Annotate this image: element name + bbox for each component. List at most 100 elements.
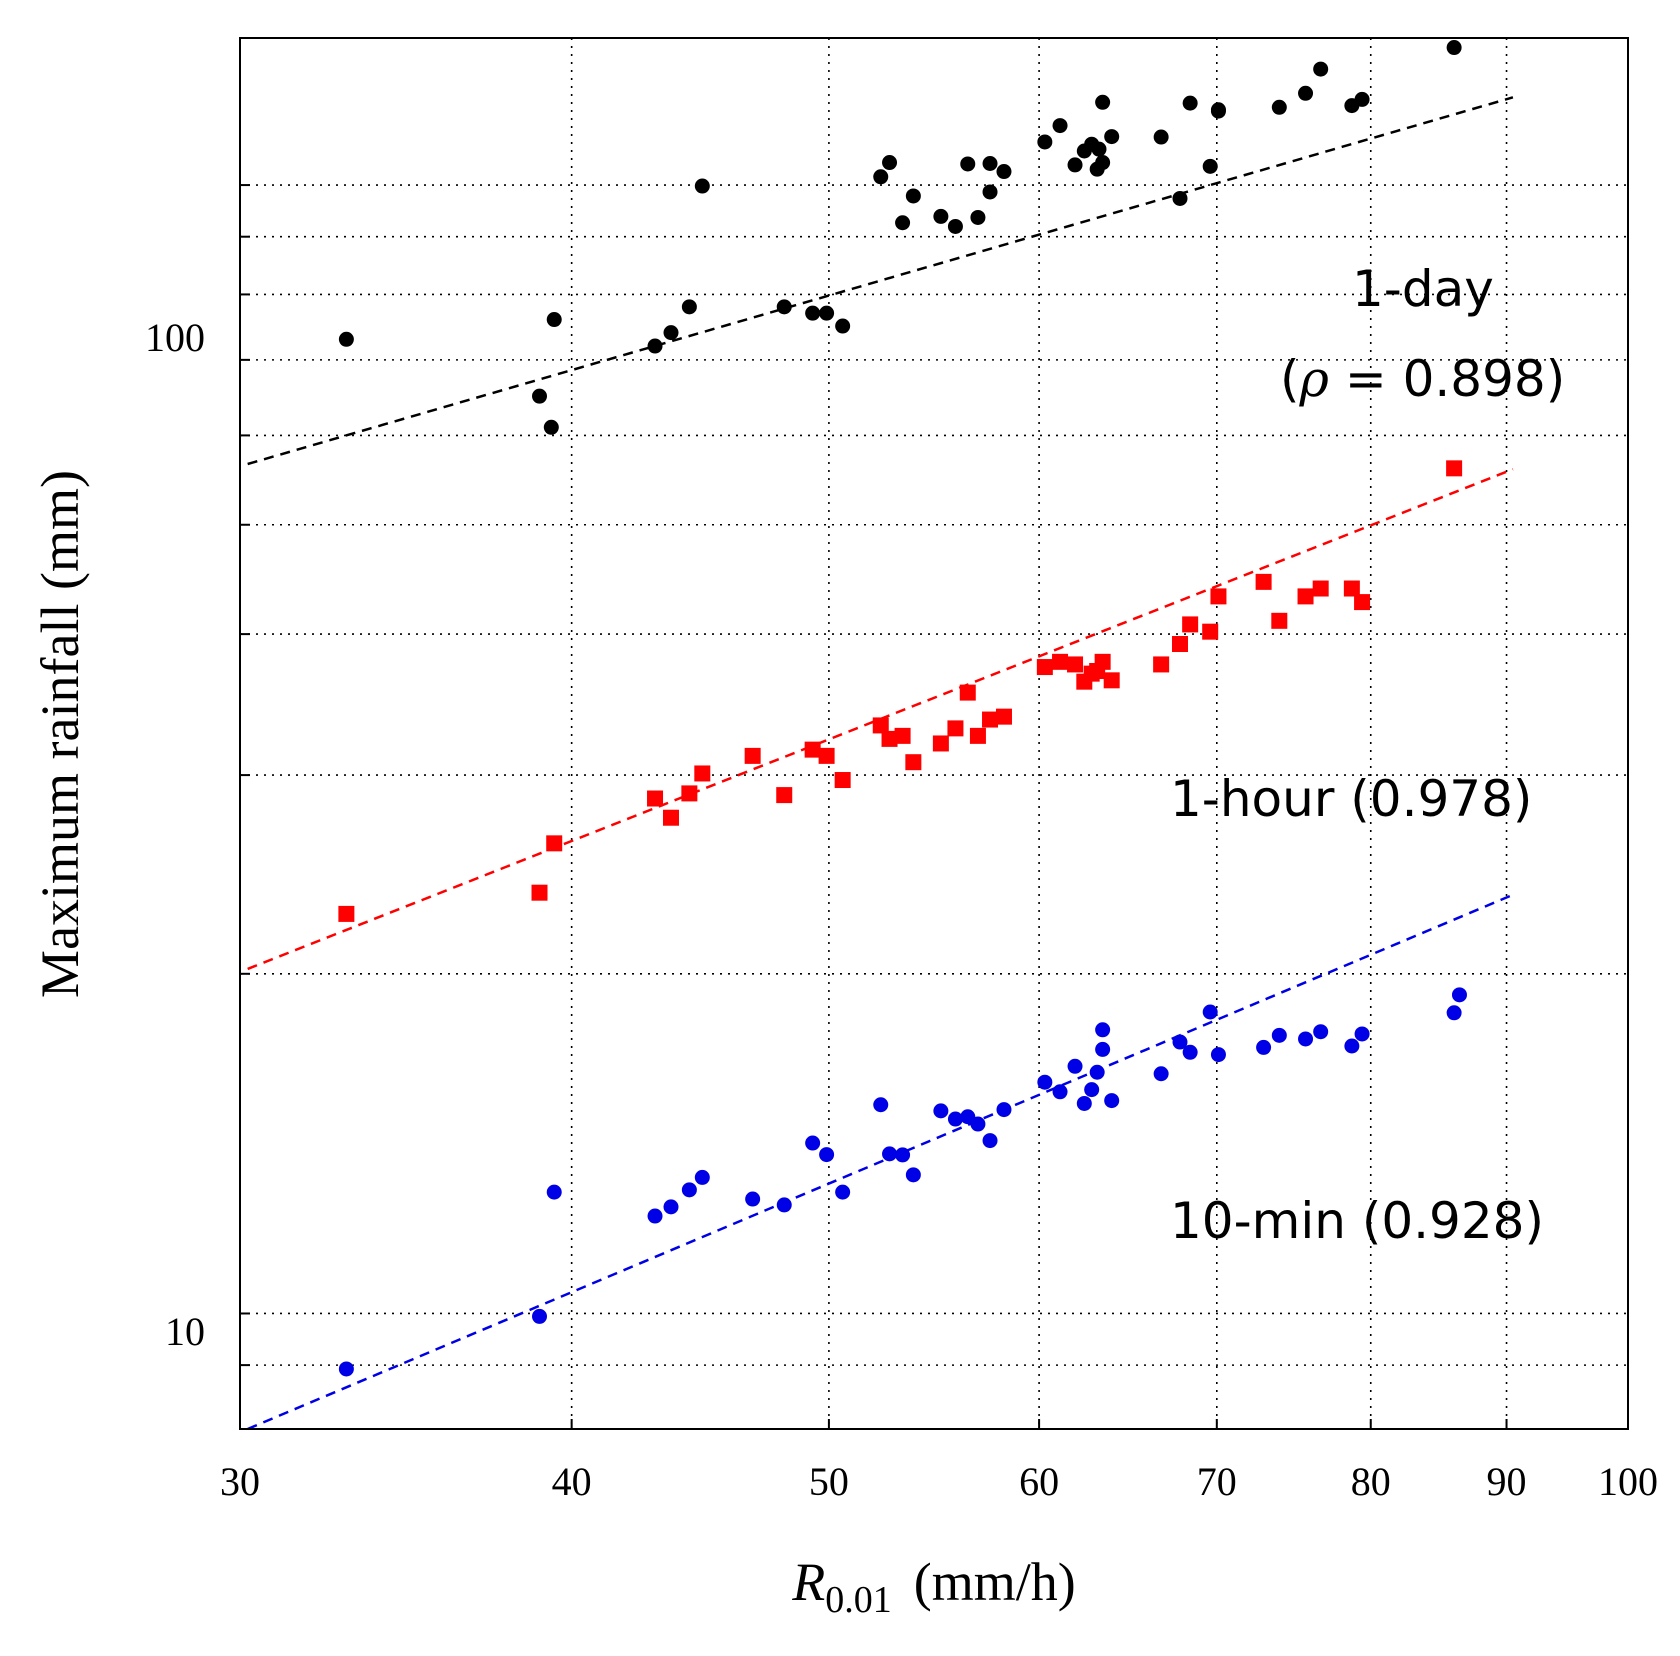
data-point-1-day [681, 299, 697, 315]
data-point-1-day [1067, 157, 1083, 173]
data-point-10-min [1076, 1095, 1092, 1111]
data-point-1-hour [338, 905, 355, 922]
data-point-10-min [1271, 1027, 1287, 1043]
data-point-10-min [546, 1184, 562, 1200]
data-point-1-hour [1271, 612, 1288, 629]
data-point-1-hour [1312, 580, 1329, 597]
y-tick-label: 100 [145, 315, 205, 360]
data-point-10-min [1084, 1082, 1100, 1098]
data-point-10-min [1037, 1074, 1053, 1090]
data-point-1-hour [1297, 588, 1314, 605]
data-point-1-hour [776, 787, 793, 804]
data-point-1-hour [947, 720, 964, 737]
data-point-10-min [982, 1133, 998, 1149]
data-point-1-day [546, 312, 562, 328]
data-point-1-hour [804, 741, 821, 758]
data-point-1-day [1052, 118, 1068, 134]
data-point-10-min [1451, 987, 1467, 1003]
x-tick-label: 80 [1351, 1459, 1391, 1504]
data-point-1-day [805, 305, 821, 321]
data-point-10-min [338, 1361, 354, 1377]
data-point-10-min [882, 1146, 898, 1162]
data-point-1-hour [1067, 656, 1084, 673]
data-point-1-day [532, 388, 548, 404]
data-point-10-min [663, 1199, 679, 1215]
data-point-1-day [647, 338, 663, 354]
data-point-1-hour [1255, 573, 1272, 590]
data-point-1-hour [531, 884, 548, 901]
data-point-10-min [873, 1097, 889, 1113]
data-point-1-hour [1036, 659, 1053, 676]
data-point-10-min [745, 1191, 761, 1207]
data-point-1-hour [959, 684, 976, 701]
data-point-1-day [1172, 190, 1188, 206]
annotation-1day-rest: = 0.898) [1329, 350, 1565, 408]
data-point-10-min [996, 1102, 1012, 1118]
data-point-1-day [1210, 102, 1226, 118]
data-point-1-day [1037, 134, 1053, 150]
data-point-1-hour [1052, 653, 1069, 670]
data-point-1-hour [744, 747, 761, 764]
data-point-10-min [1202, 1004, 1218, 1020]
data-point-1-day [982, 184, 998, 200]
data-point-1-day [663, 325, 679, 341]
fit-line-1-day [247, 96, 1514, 466]
data-point-1-hour [647, 790, 664, 807]
data-point-10-min [805, 1135, 821, 1151]
x-ticks: 30 40 50 60 70 80 90 100 [220, 1459, 1658, 1504]
x-axis-symbol: R [791, 1552, 825, 1612]
data-point-10-min [1089, 1064, 1105, 1080]
data-point-1-hour [1171, 636, 1188, 653]
data-point-1-hour [1343, 580, 1360, 597]
data-point-1-hour [1446, 460, 1463, 477]
data-point-10-min [694, 1169, 710, 1185]
data-point-1-hour [982, 711, 999, 728]
data-point-1-day [996, 164, 1012, 180]
data-point-10-min [776, 1197, 792, 1213]
data-point-1-hour [932, 735, 949, 752]
data-point-1-day [1091, 141, 1107, 157]
data-point-10-min [1354, 1026, 1370, 1042]
data-point-10-min [1446, 1005, 1462, 1021]
y-tick-label: 10 [165, 1309, 205, 1354]
data-point-1-day [1313, 61, 1329, 77]
data-point-10-min [1172, 1034, 1188, 1050]
data-point-10-min [933, 1103, 949, 1119]
data-point-10-min [1344, 1038, 1360, 1054]
grid [239, 38, 1629, 1429]
data-point-10-min [1256, 1039, 1272, 1055]
data-point-1-day [694, 178, 710, 194]
data-point-1-day [1354, 91, 1370, 107]
data-point-1-day [1182, 95, 1198, 111]
data-point-1-hour [834, 772, 851, 789]
data-point-10-min [681, 1182, 697, 1198]
y-axis-title: Maximum rainfall (mm) [30, 470, 90, 998]
data-point-1-hour [1210, 588, 1227, 605]
data-point-1-day [882, 155, 898, 171]
x-tick-label: 30 [220, 1459, 260, 1504]
plot-frame [239, 37, 1629, 1430]
data-point-10-min [1067, 1058, 1083, 1074]
data-point-10-min [1095, 1022, 1111, 1038]
data-point-1-hour [1094, 653, 1111, 670]
data-point-1-hour [1202, 623, 1219, 640]
x-tick-label: 50 [809, 1459, 849, 1504]
data-point-1-day [1298, 85, 1314, 101]
data-point-1-day [1153, 129, 1169, 145]
data-point-1-day [947, 218, 963, 234]
data-point-1-day [982, 155, 998, 171]
data-point-1-day [1202, 158, 1218, 174]
data-point-1-hour [694, 765, 711, 782]
data-points [338, 40, 1467, 1377]
data-point-10-min [947, 1111, 963, 1127]
data-point-10-min [1104, 1093, 1120, 1109]
data-point-1-hour [663, 809, 680, 826]
rho-symbol: ρ [1299, 350, 1330, 408]
data-point-10-min [1052, 1084, 1068, 1100]
data-point-1-hour [872, 717, 889, 734]
data-point-1-day [1271, 99, 1287, 115]
data-point-1-hour [1103, 672, 1120, 689]
data-point-10-min [1095, 1041, 1111, 1057]
fit-line-10-min [247, 893, 1514, 1431]
